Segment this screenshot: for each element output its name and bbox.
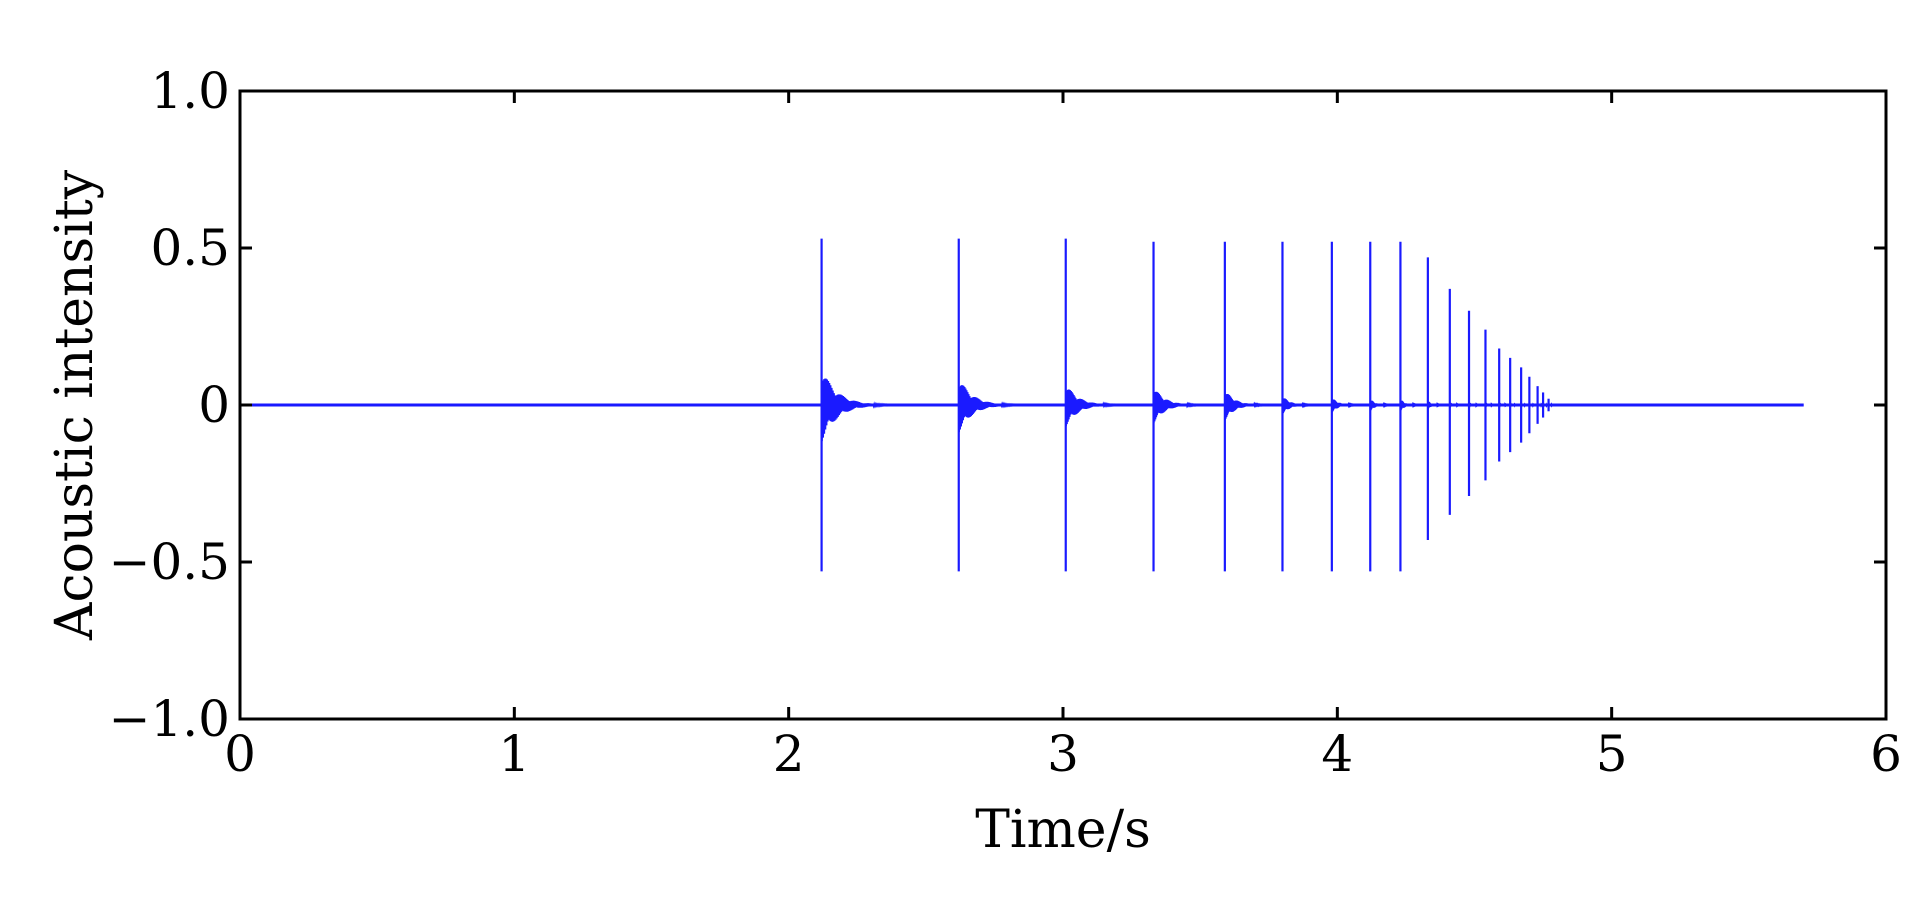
impact-8 <box>1369 241 1393 572</box>
impact-10 <box>1426 257 1443 541</box>
y-tick-label: 0.5 <box>150 219 230 277</box>
impact-ringdown <box>1449 402 1462 409</box>
y-tick-label: −1.0 <box>109 690 230 748</box>
impact-ringdown <box>1065 389 1122 427</box>
impact-12 <box>1467 310 1481 497</box>
x-axis-label: Time/s <box>975 800 1151 860</box>
impact-5 <box>1223 241 1270 572</box>
impact-2 <box>957 238 1020 572</box>
impact-16 <box>1520 367 1528 443</box>
impact-ringdown <box>1427 401 1443 410</box>
impact-17 <box>1528 376 1536 434</box>
impact-ringdown <box>1369 400 1393 412</box>
impact-ringdown <box>1224 393 1270 421</box>
impact-7 <box>1330 241 1360 572</box>
y-tick-label: −0.5 <box>109 533 230 591</box>
y-tick-label: 0 <box>198 376 230 434</box>
x-tick-label: 3 <box>1047 725 1079 783</box>
y-axis-label: Acoustic intensity <box>45 169 105 641</box>
impact-ringdown <box>1528 402 1536 408</box>
impact-6 <box>1281 241 1316 572</box>
plot-area <box>238 89 1888 721</box>
impact-15 <box>1509 357 1517 453</box>
impact-ringdown <box>1520 402 1528 408</box>
impact-ringdown <box>1331 399 1360 413</box>
impact-ringdown <box>958 385 1020 433</box>
x-tick-label: 1 <box>498 725 530 783</box>
impact-13 <box>1484 329 1495 481</box>
impact-9 <box>1399 241 1421 572</box>
impact-ringdown <box>1484 402 1495 409</box>
impact-ringdown <box>820 378 891 442</box>
x-tick-label: 4 <box>1321 725 1353 783</box>
x-tick-label: 6 <box>1870 725 1902 783</box>
impact-ringdown <box>1468 402 1481 409</box>
impact-3 <box>1064 238 1122 572</box>
y-tick-label: 1.0 <box>150 62 230 120</box>
impact-11 <box>1448 288 1462 515</box>
x-tick-label: 0 <box>224 725 256 783</box>
impact-14 <box>1498 348 1508 462</box>
x-tick-label: 2 <box>773 725 805 783</box>
y-tick-labels: −1.0 −0.5 0 0.5 1.0 <box>109 62 230 748</box>
impact-ringdown <box>1152 391 1204 424</box>
signal-series <box>240 238 1804 572</box>
impact-1 <box>820 238 891 572</box>
impact-ringdown <box>1547 402 1555 408</box>
x-tick-label: 5 <box>1596 725 1628 783</box>
x-tick-labels: 0 1 2 3 4 5 6 <box>224 725 1902 783</box>
impact-ringdown <box>1281 398 1316 415</box>
impact-20 <box>1547 398 1555 412</box>
impact-ringdown <box>1509 402 1517 409</box>
impact-4 <box>1152 241 1204 572</box>
impact-ringdown <box>1399 400 1421 412</box>
impact-ringdown <box>1498 402 1508 409</box>
axis-ticks <box>238 89 1888 721</box>
